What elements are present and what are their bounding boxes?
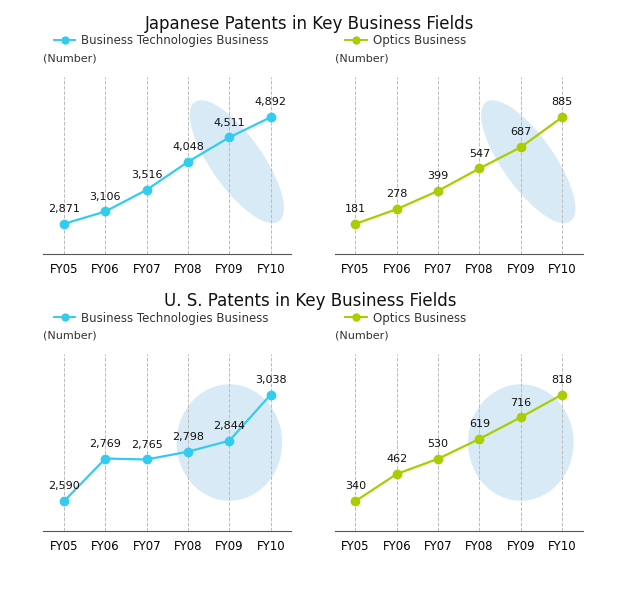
Text: 4,048: 4,048 [172,142,204,152]
Text: 3,038: 3,038 [255,375,286,385]
Text: 2,765: 2,765 [131,440,162,450]
Text: 2,798: 2,798 [172,432,204,442]
Text: 4,892: 4,892 [255,97,286,107]
Text: 530: 530 [428,439,449,449]
Legend: Business Technologies Business: Business Technologies Business [50,307,273,329]
Ellipse shape [177,385,281,500]
Text: Japanese Patents in Key Business Fields: Japanese Patents in Key Business Fields [145,15,475,33]
Text: 716: 716 [510,398,531,408]
Ellipse shape [482,101,575,222]
Text: 2,871: 2,871 [48,204,80,214]
Text: 2,844: 2,844 [213,421,246,431]
Text: 885: 885 [552,97,573,107]
Text: 2,769: 2,769 [89,439,122,449]
Text: 3,106: 3,106 [90,192,121,202]
Text: 340: 340 [345,481,366,491]
Text: 818: 818 [552,375,573,385]
Text: 547: 547 [469,149,490,159]
Text: (Number): (Number) [43,54,97,64]
Text: 399: 399 [428,171,449,181]
Text: 619: 619 [469,419,490,429]
Text: U. S. Patents in Key Business Fields: U. S. Patents in Key Business Fields [164,292,456,310]
Legend: Optics Business: Optics Business [341,30,471,52]
Text: (Number): (Number) [43,331,97,341]
Text: 278: 278 [386,189,407,199]
Ellipse shape [469,385,573,500]
Text: (Number): (Number) [335,331,388,341]
Text: 181: 181 [345,204,366,214]
Text: 3,516: 3,516 [131,170,162,180]
Text: (Number): (Number) [335,54,388,64]
Legend: Business Technologies Business: Business Technologies Business [50,30,273,52]
Legend: Optics Business: Optics Business [341,307,471,329]
Text: 687: 687 [510,127,531,137]
Text: 462: 462 [386,454,407,464]
Text: 2,590: 2,590 [48,481,80,491]
Text: 4,511: 4,511 [213,117,246,127]
Ellipse shape [190,101,283,222]
